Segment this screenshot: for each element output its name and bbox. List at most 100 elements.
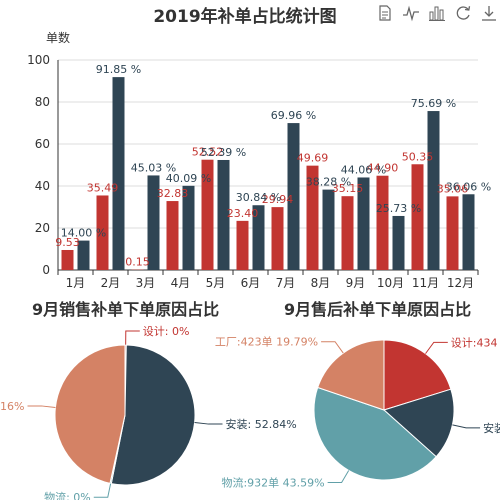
data-label: 75.69 %	[411, 97, 456, 110]
x-tick-label: 1月	[66, 276, 86, 290]
refresh-icon[interactable]	[454, 4, 472, 22]
bar-navy[interactable]	[462, 194, 475, 270]
download-icon[interactable]	[480, 4, 498, 22]
x-tick-label: 11月	[412, 276, 439, 290]
bar-chart-icon[interactable]	[428, 4, 446, 22]
pie-label: 物流:932单 43.59%	[221, 476, 324, 490]
chart-title: 2019年补单占比统计图	[153, 7, 337, 27]
pie-title-sales: 9月销售补单下单原因占比	[32, 300, 220, 319]
bar-red[interactable]	[306, 165, 319, 270]
x-tick-label: 12月	[447, 276, 474, 290]
pie-slice[interactable]	[313, 386, 437, 481]
x-tick-label: 8月	[311, 276, 331, 290]
bar-navy[interactable]	[182, 185, 195, 270]
data-label: 30.84 %	[236, 191, 281, 204]
y-axis-label: 单数	[46, 30, 70, 45]
x-tick-label: 5月	[206, 276, 226, 290]
data-label: 29.94	[262, 193, 294, 206]
bar-red[interactable]	[446, 196, 459, 270]
x-tick-label: 4月	[171, 276, 191, 290]
pie-label: 物流: 0%	[44, 490, 91, 500]
bar-chart: 单数 0 20 40 60 80 100 1月 2月 3月 4月 5月 6月 7月 8月 9月 10月 11月 12…	[27, 30, 491, 290]
x-tick-label: 6月	[241, 276, 261, 290]
bar-navy[interactable]	[77, 240, 90, 270]
data-label: 14.00 %	[61, 227, 106, 240]
bar-red[interactable]	[166, 201, 179, 270]
data-label: 45.03 %	[131, 161, 176, 174]
pie-sales: 设计: 0% 安装: 52.84% 物流: 0% 16%	[0, 325, 297, 500]
pie-slice[interactable]	[383, 388, 455, 458]
data-label: 91.85 %	[96, 63, 141, 76]
bar-navy[interactable]	[112, 77, 125, 271]
pie-label-line	[327, 470, 350, 484]
bar-red[interactable]	[96, 195, 109, 270]
y-tick-label: 20	[35, 221, 50, 235]
pie-label-line	[27, 405, 56, 408]
bar-navy[interactable]	[287, 123, 300, 270]
pie-slice[interactable]	[383, 339, 452, 411]
data-label: 52.39 %	[201, 146, 246, 159]
pie-label: 安装: 52.84%	[226, 417, 297, 431]
bar-navy[interactable]	[392, 215, 405, 270]
bar-red[interactable]	[61, 249, 74, 270]
data-label: 25.73 %	[376, 202, 421, 215]
data-label: 23.40	[227, 207, 259, 220]
x-tick-label: 10月	[377, 276, 404, 290]
pie-label: 16%	[0, 400, 24, 413]
y-tick-label: 60	[35, 137, 50, 151]
x-tick-label: 9月	[346, 276, 366, 290]
bar-red[interactable]	[271, 207, 284, 270]
bar-navy[interactable]	[357, 177, 370, 270]
bar-red[interactable]	[201, 159, 214, 270]
bar-red[interactable]	[376, 175, 389, 270]
pie-slice[interactable]	[54, 344, 126, 484]
data-label: 44.06 %	[341, 163, 386, 176]
data-label: 0.15	[125, 256, 150, 269]
data-label: 44.90	[367, 162, 399, 175]
pie-label-line	[425, 341, 448, 354]
pie-slice[interactable]	[317, 339, 385, 411]
pie-charts: 设计: 0% 安装: 52.84% 物流: 0% 16% 设计:434 安装物流:932单…	[0, 325, 500, 500]
x-tick-label: 3月	[136, 276, 156, 290]
data-label: 40.09 %	[166, 172, 211, 185]
bar-navy[interactable]	[322, 189, 335, 270]
x-tick-label: 7月	[276, 276, 296, 290]
pie-label-line	[452, 424, 481, 429]
bar-navy[interactable]	[147, 175, 160, 270]
bar-navy[interactable]	[427, 111, 440, 271]
data-label: 9.53	[55, 236, 80, 249]
line-chart-icon[interactable]	[402, 4, 420, 22]
data-label: 35.06	[437, 182, 469, 195]
pie-label: 设计:434	[451, 336, 498, 349]
bar-navy[interactable]	[217, 159, 230, 270]
chart-toolbar	[376, 4, 498, 22]
bar-red[interactable]	[341, 196, 354, 270]
bar-navy[interactable]	[252, 205, 265, 270]
pie-title-aftersales: 9月售后补单下单原因占比	[284, 300, 472, 319]
x-tick-label: 2月	[101, 276, 121, 290]
pie-label-line	[93, 483, 112, 498]
pie-label-line	[125, 330, 140, 346]
data-label: 32.83	[157, 187, 189, 200]
data-view-icon[interactable]	[376, 4, 394, 22]
data-label: 36.06 %	[446, 180, 491, 193]
y-tick-label: 0	[42, 263, 50, 277]
data-label: 49.69	[297, 152, 329, 165]
pie-label: 工厂:423单 19.79%	[215, 336, 318, 349]
bar-red[interactable]	[236, 220, 249, 270]
y-tick-label: 40	[35, 179, 50, 193]
bar-red[interactable]	[411, 164, 424, 270]
data-label: 38.28 %	[306, 176, 351, 189]
data-label: 50.35	[402, 150, 434, 163]
pie-label: 设计: 0%	[143, 325, 190, 338]
pie-label: 安装	[483, 421, 500, 435]
data-label: 35.49	[87, 181, 119, 194]
pie-label-line	[194, 422, 223, 425]
data-label: 69.96 %	[271, 109, 316, 122]
data-label: 52.52	[192, 146, 224, 159]
y-tick-label: 80	[35, 95, 50, 109]
data-label: 35.15	[332, 182, 364, 195]
y-tick-label: 100	[27, 53, 50, 67]
pie-label-line	[321, 341, 344, 354]
